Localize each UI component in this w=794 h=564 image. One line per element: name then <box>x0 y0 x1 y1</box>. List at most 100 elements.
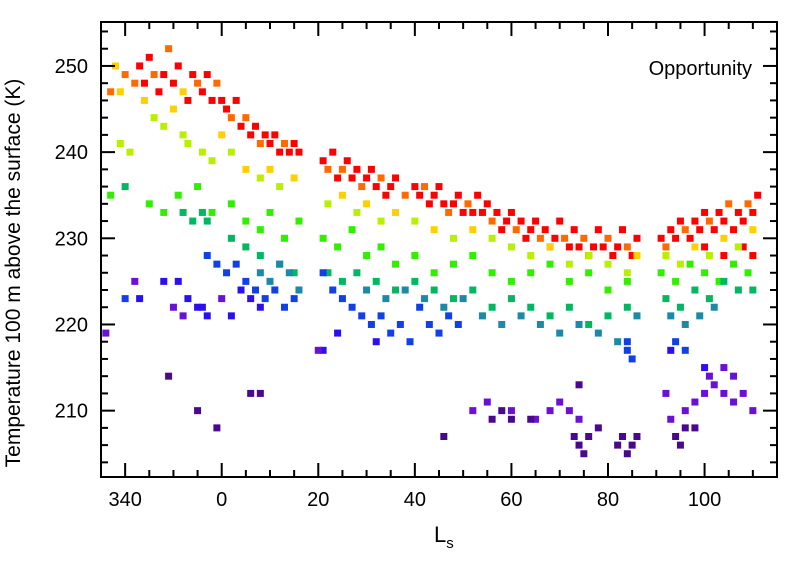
data-point <box>184 140 192 148</box>
data-point <box>536 320 544 328</box>
data-point <box>667 226 675 234</box>
data-point <box>686 234 694 242</box>
data-point <box>681 320 689 328</box>
data-point <box>227 148 235 156</box>
data-point <box>691 286 699 294</box>
data-point <box>749 286 757 294</box>
data-point <box>701 269 709 277</box>
data-point <box>498 407 506 415</box>
data-point <box>609 252 617 260</box>
data-point <box>435 183 443 191</box>
data-point <box>198 303 206 311</box>
data-point <box>145 53 153 61</box>
data-point <box>556 398 564 406</box>
data-point <box>488 415 496 423</box>
x-tick-label: 340 <box>108 489 141 511</box>
data-point <box>290 174 298 182</box>
data-point <box>218 131 226 139</box>
data-point <box>256 174 264 182</box>
data-point <box>527 303 535 311</box>
data-point <box>710 303 718 311</box>
data-point <box>160 277 168 285</box>
data-point <box>585 252 593 260</box>
data-point <box>493 208 501 216</box>
data-point <box>623 243 631 251</box>
data-point <box>614 243 622 251</box>
data-point <box>556 217 564 225</box>
data-point <box>570 226 578 234</box>
data-point <box>358 183 366 191</box>
data-point <box>623 277 631 285</box>
data-point <box>107 191 115 199</box>
data-point <box>232 96 240 104</box>
data-point <box>261 131 269 139</box>
y-axis-label: Temperature 100 m above the surface (K) <box>2 78 25 468</box>
data-point <box>401 286 409 294</box>
data-point <box>705 217 713 225</box>
data-point <box>585 320 593 328</box>
data-point <box>208 208 216 216</box>
data-point <box>507 415 515 423</box>
data-point <box>401 191 409 199</box>
data-point <box>227 312 235 320</box>
data-point <box>633 432 641 440</box>
data-point <box>667 312 675 320</box>
data-point <box>546 243 554 251</box>
data-point <box>469 226 477 234</box>
data-point <box>430 269 438 277</box>
data-point <box>213 260 221 268</box>
data-point <box>145 200 153 208</box>
data-point <box>174 191 182 199</box>
data-point <box>681 226 689 234</box>
data-point <box>290 295 298 303</box>
data-point <box>672 432 680 440</box>
data-point <box>348 303 356 311</box>
data-point <box>392 286 400 294</box>
data-point <box>585 432 593 440</box>
data-point <box>691 424 699 432</box>
data-point <box>657 234 665 242</box>
data-point <box>276 183 284 191</box>
data-point <box>720 217 728 225</box>
data-point <box>421 183 429 191</box>
data-point <box>604 260 612 268</box>
data-point <box>440 200 448 208</box>
data-point <box>469 286 477 294</box>
data-point <box>667 346 675 354</box>
data-point <box>701 389 709 397</box>
data-point <box>522 234 530 242</box>
data-point <box>720 277 728 285</box>
data-point <box>324 200 332 208</box>
data-point <box>594 424 602 432</box>
data-point <box>165 45 173 53</box>
data-point <box>749 252 757 260</box>
data-point <box>242 277 250 285</box>
data-point <box>189 71 197 79</box>
data-point <box>189 217 197 225</box>
data-point <box>295 217 303 225</box>
data-point <box>121 71 129 79</box>
data-point <box>242 114 250 122</box>
data-point <box>459 295 467 303</box>
y-tick-label: 210 <box>55 401 88 423</box>
data-point <box>676 217 684 225</box>
data-point <box>715 208 723 216</box>
data-point <box>507 208 515 216</box>
data-point <box>628 355 636 363</box>
data-point <box>421 295 429 303</box>
data-point <box>541 226 549 234</box>
data-point <box>179 131 187 139</box>
data-point <box>623 269 631 277</box>
data-point <box>179 312 187 320</box>
data-point <box>218 96 226 104</box>
data-point <box>150 114 158 122</box>
y-tick-label: 250 <box>55 56 88 78</box>
data-point <box>575 441 583 449</box>
data-point <box>160 122 168 130</box>
data-point <box>295 148 303 156</box>
data-point <box>387 329 395 337</box>
data-point <box>136 295 144 303</box>
data-point <box>256 226 264 234</box>
